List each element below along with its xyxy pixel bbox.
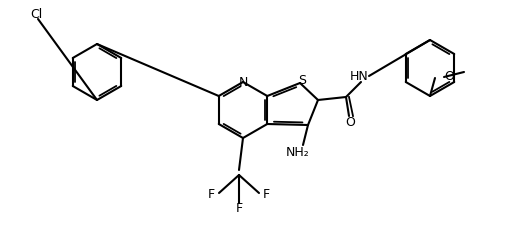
Text: F: F xyxy=(263,188,270,202)
Text: N: N xyxy=(238,75,248,89)
Text: S: S xyxy=(298,74,306,88)
Text: O: O xyxy=(345,116,355,129)
Text: NH₂: NH₂ xyxy=(286,147,310,159)
Text: F: F xyxy=(235,203,242,215)
Text: F: F xyxy=(208,188,215,202)
Text: HN: HN xyxy=(350,69,369,83)
Text: Cl: Cl xyxy=(30,9,42,21)
Text: O: O xyxy=(444,69,454,83)
